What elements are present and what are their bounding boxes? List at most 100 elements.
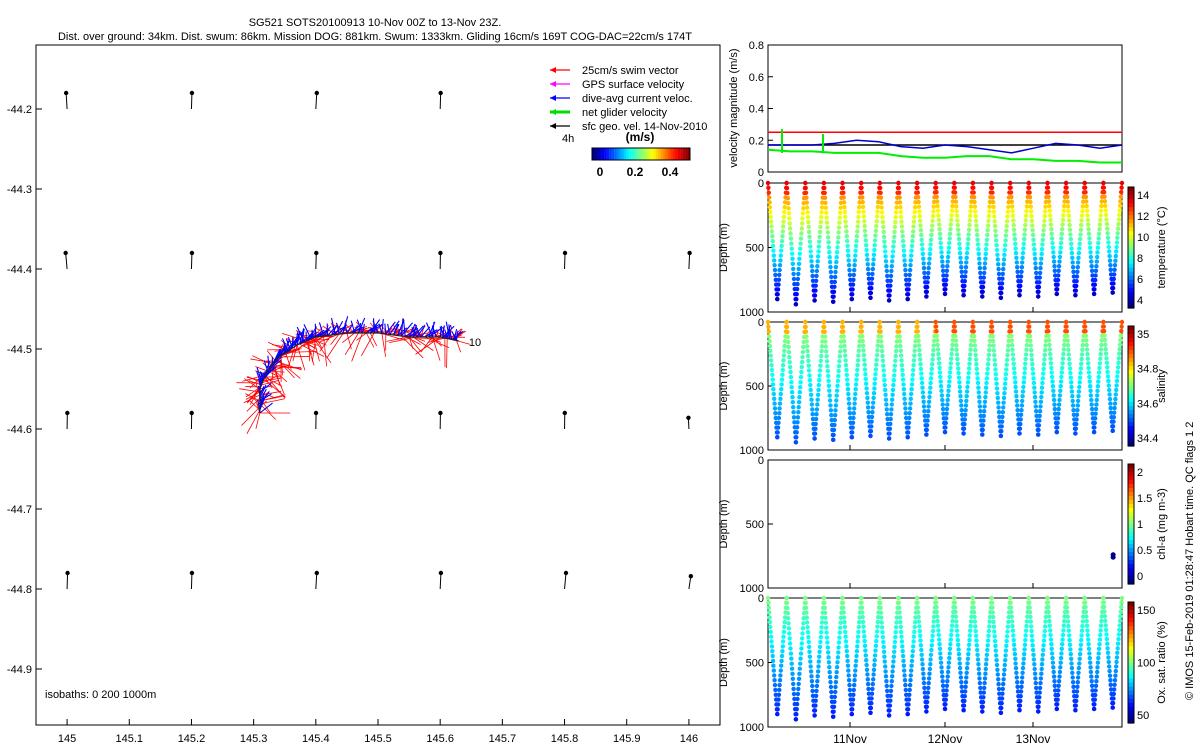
profile-sample [996,686,1002,692]
profile-sample [1008,190,1014,195]
profile-sample [1088,669,1094,675]
cbar-segment [1128,211,1134,216]
profile-sample [852,401,857,406]
profile-sample [829,417,834,423]
profile-sample [1055,287,1060,292]
profile-sample [786,621,791,626]
profile-sample [777,678,783,683]
profile-sample [987,624,992,629]
profile-sample [1060,637,1065,642]
profile-sample [890,259,895,264]
profile-sample [1028,343,1034,348]
profile-sample [850,287,855,292]
profile-sample [892,644,897,650]
profile-y-tick-label: 0 [758,317,764,329]
profile-sample [938,245,944,250]
time-axis-label: 11Nov [833,732,867,746]
speed-cbar-segment [648,148,651,160]
profile-sample [854,238,859,244]
profile-sample [805,353,811,359]
profile-sample [889,407,894,412]
profile-sample [928,376,934,381]
profile-sample [778,258,783,263]
dac-vector [259,402,273,414]
profile-sample [1075,680,1081,685]
profile-sample [782,620,787,625]
profile-sample [1086,637,1091,642]
profile-sample [1009,609,1014,615]
profile-sample [926,261,932,266]
profile-sample [871,257,876,262]
profile-sample [1108,687,1114,692]
profile-sample [911,229,916,234]
dac-vector [381,318,384,334]
profile-sample [871,672,876,677]
profile-sample [826,650,831,655]
profile-sample [918,228,924,233]
profile-sample [799,226,804,231]
profile-sample [949,356,954,361]
profile-sample [956,236,962,242]
profile-sample [808,254,814,259]
profile-sample [949,217,954,223]
profile-sample [1011,218,1016,223]
profile-sample [977,394,982,400]
profile-sample [795,415,801,420]
profile-sample [908,396,913,401]
cbar-segment [1128,231,1134,236]
profile-sample [930,352,936,358]
profile-sample [887,293,892,298]
profile-sample [1050,655,1055,661]
dac-vector [259,384,267,399]
profile-sample [1062,203,1067,209]
profile-sample [1077,384,1082,390]
profile-sample [893,219,898,225]
profile-sample [1049,642,1054,647]
cbar-segment [1128,334,1134,339]
swim-vector [280,340,293,349]
profile-sample [909,387,914,392]
profile-sample [1098,351,1103,357]
profile-sample [1050,379,1055,384]
profile-sample [1031,242,1037,247]
profile-sample [767,195,772,200]
profile-sample [996,262,1001,267]
profile-sample [1107,387,1112,393]
profile-sample [1060,356,1066,361]
legend-arrowhead [550,95,556,101]
profile-sample [871,677,876,682]
profile-sample [869,424,874,429]
geo-vector-head [63,90,69,96]
profile-sample [898,624,903,630]
cbar-segment [1128,370,1134,375]
profile-sample [1042,352,1048,358]
cbar-segment [1128,295,1134,301]
profile-sample [823,339,828,344]
profile-sample [787,221,792,226]
profile-sample [939,254,945,260]
profile-sample [833,403,839,408]
profile-sample [840,319,845,325]
profile-sample [996,405,1001,410]
profile-sample [1011,356,1016,362]
profile-sample [832,284,837,289]
profile-sample [1052,683,1058,688]
profile-sample [1004,367,1009,372]
speed-cbar-tick: 0.4 [662,165,679,179]
profile-sample [985,643,990,648]
profile-sample [779,243,784,249]
profile-sample [878,334,884,339]
profile-sample [976,390,981,395]
profile-sample [1055,697,1060,702]
profile-sample [813,278,819,283]
profile-sample [814,683,820,689]
profile-sample [840,600,846,605]
geo-vector-head [687,250,692,256]
profile-sample [777,401,783,406]
profile-sample [1033,399,1038,404]
profile-sample [916,333,921,339]
cbar-tick-label: 34.6 [1137,398,1158,410]
profile-sample [772,673,777,678]
profile-sample [855,219,861,224]
cbar-segment [1128,508,1134,513]
